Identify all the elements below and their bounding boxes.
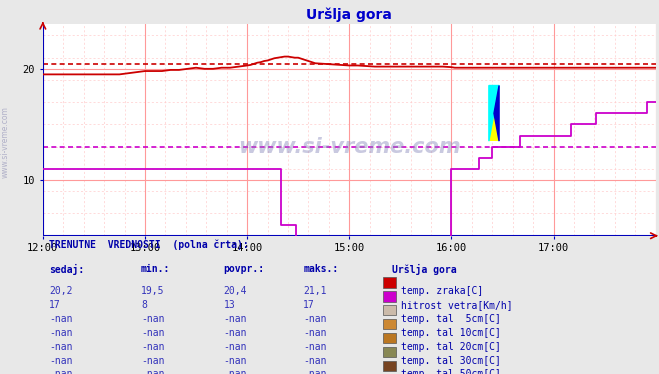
Text: -nan: -nan [223, 342, 247, 352]
Bar [383, 278, 397, 288]
Text: temp. tal 30cm[C]: temp. tal 30cm[C] [401, 356, 501, 365]
Bar [383, 333, 397, 343]
Text: -nan: -nan [141, 328, 164, 338]
Text: maks.:: maks.: [303, 264, 339, 275]
Polygon shape [489, 86, 499, 141]
Text: www.si-vreme.com: www.si-vreme.com [238, 137, 461, 157]
Text: Uršlja gora: Uršlja gora [392, 264, 457, 275]
Text: -nan: -nan [49, 342, 72, 352]
Bar [489, 86, 499, 141]
Title: Uršlja gora: Uršlja gora [306, 7, 392, 22]
Bar [383, 291, 397, 301]
Text: temp. tal  5cm[C]: temp. tal 5cm[C] [401, 314, 501, 324]
Text: hitrost vetra[Km/h]: hitrost vetra[Km/h] [401, 300, 513, 310]
Text: temp. tal 10cm[C]: temp. tal 10cm[C] [401, 328, 501, 338]
Text: -nan: -nan [303, 328, 327, 338]
Text: -nan: -nan [141, 314, 164, 324]
Text: -nan: -nan [223, 370, 247, 374]
Text: 20,4: 20,4 [223, 286, 247, 296]
Text: 19,5: 19,5 [141, 286, 164, 296]
Text: 13: 13 [223, 300, 235, 310]
Text: min.:: min.: [141, 264, 170, 275]
Text: -nan: -nan [223, 356, 247, 365]
Text: temp. tal 50cm[C]: temp. tal 50cm[C] [401, 370, 501, 374]
Text: -nan: -nan [141, 342, 164, 352]
Text: sedaj:: sedaj: [49, 264, 84, 275]
Text: povpr.:: povpr.: [223, 264, 265, 275]
Text: -nan: -nan [49, 356, 72, 365]
Text: 21,1: 21,1 [303, 286, 327, 296]
Text: 17: 17 [303, 300, 315, 310]
Text: -nan: -nan [141, 370, 164, 374]
Text: -nan: -nan [141, 356, 164, 365]
Text: -nan: -nan [223, 328, 247, 338]
Text: 8: 8 [141, 300, 147, 310]
Text: -nan: -nan [303, 342, 327, 352]
Text: temp. zraka[C]: temp. zraka[C] [401, 286, 484, 296]
Text: temp. tal 20cm[C]: temp. tal 20cm[C] [401, 342, 501, 352]
Polygon shape [494, 86, 499, 141]
Bar [383, 305, 397, 316]
Text: -nan: -nan [303, 370, 327, 374]
Text: -nan: -nan [303, 314, 327, 324]
Text: www.si-vreme.com: www.si-vreme.com [1, 106, 10, 178]
Text: -nan: -nan [49, 314, 72, 324]
Text: -nan: -nan [49, 328, 72, 338]
Bar [383, 319, 397, 329]
Text: -nan: -nan [223, 314, 247, 324]
Text: -nan: -nan [49, 370, 72, 374]
Text: -nan: -nan [303, 356, 327, 365]
Bar [383, 347, 397, 357]
Bar [383, 361, 397, 371]
Text: 17: 17 [49, 300, 61, 310]
Text: TRENUTNE  VREDNOSTI  (polna črta):: TRENUTNE VREDNOSTI (polna črta): [49, 240, 248, 250]
Text: 20,2: 20,2 [49, 286, 72, 296]
